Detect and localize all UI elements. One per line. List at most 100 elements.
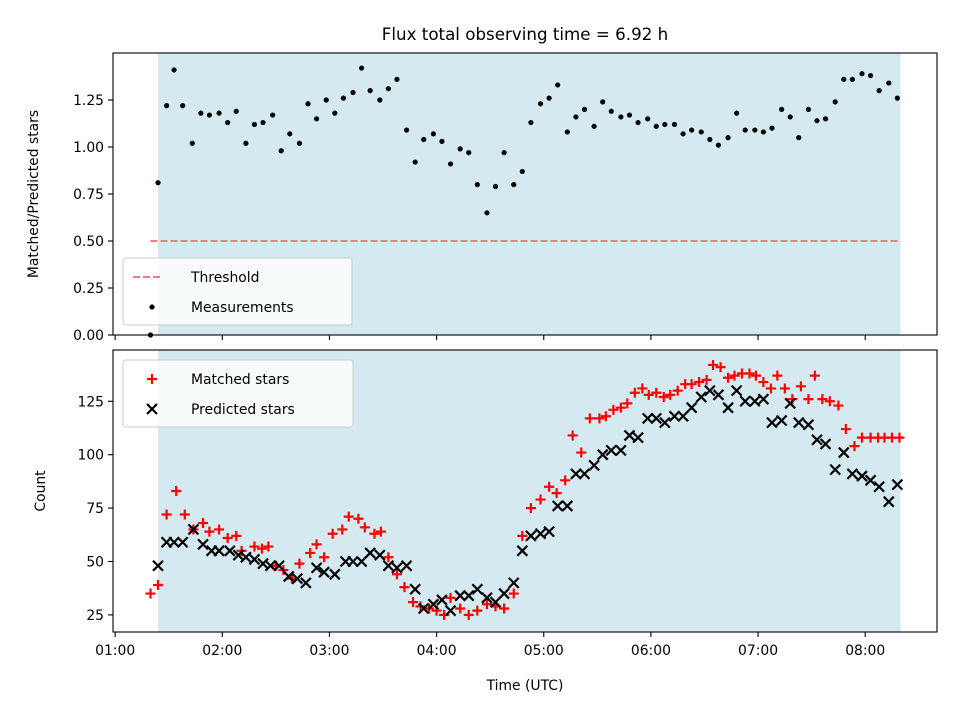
data-point — [769, 125, 775, 131]
data-point — [171, 67, 177, 73]
data-point — [445, 592, 456, 603]
data-point — [824, 396, 835, 407]
series-predicted-stars — [152, 384, 904, 617]
bottom-panel: 25 50 75 100 125 01:00 02:00 03:00 04:00 05:00 06:… — [33, 349, 938, 659]
data-point — [332, 110, 338, 116]
data-point — [671, 121, 678, 128]
y-tick-label: 75 — [86, 501, 104, 517]
data-point — [883, 495, 895, 508]
data-point — [409, 583, 421, 596]
data-point — [256, 543, 267, 554]
data-point — [659, 416, 671, 429]
y-tick-label: 0.00 — [73, 328, 104, 344]
data-point — [369, 528, 380, 539]
data-point — [296, 140, 303, 146]
data-point — [519, 168, 525, 175]
data-point — [472, 605, 483, 616]
data-point — [457, 146, 463, 152]
y-tick-label: 25 — [86, 608, 104, 624]
data-point — [474, 182, 480, 188]
data-point — [584, 413, 595, 424]
data-point — [641, 412, 654, 425]
data-point — [784, 397, 796, 410]
data-point — [543, 525, 555, 538]
data-point — [662, 121, 668, 128]
data-point — [145, 588, 156, 599]
data-point — [658, 392, 669, 402]
data-point — [498, 587, 510, 600]
data-point — [551, 500, 564, 512]
data-point — [525, 530, 537, 542]
data-point — [421, 136, 427, 143]
data-point — [849, 441, 860, 452]
data-point — [385, 86, 391, 92]
data-point — [214, 524, 225, 535]
data-point — [779, 106, 785, 112]
data-point — [750, 370, 761, 381]
data-point — [430, 131, 436, 137]
data-point — [233, 108, 239, 114]
data-point — [805, 106, 812, 112]
data-point — [319, 552, 330, 563]
data-point — [408, 597, 419, 608]
data-point — [300, 577, 312, 589]
data-point — [225, 119, 231, 126]
data-point — [394, 76, 400, 82]
data-point — [417, 602, 430, 615]
data-point — [305, 101, 311, 107]
data-point — [294, 558, 305, 569]
data-point — [594, 413, 605, 424]
data-point — [832, 99, 838, 105]
data-point — [623, 429, 636, 442]
series-measurements — [147, 65, 900, 338]
data-point — [534, 527, 547, 540]
x-tick-label: 05:00 — [524, 643, 564, 659]
axes-frame — [112, 349, 938, 633]
data-point — [206, 112, 213, 118]
data-point — [864, 474, 877, 487]
data-point — [248, 553, 261, 566]
data-point — [391, 569, 402, 580]
legend-label: Predicted stars — [191, 402, 295, 418]
data-point — [204, 526, 215, 537]
data-point — [291, 572, 304, 585]
data-point — [734, 110, 740, 116]
x-tick-label: 01:00 — [95, 643, 135, 659]
data-point — [725, 135, 731, 141]
data-point — [626, 112, 633, 118]
data-point — [243, 140, 249, 146]
data-point — [795, 381, 806, 392]
data-point — [665, 389, 676, 400]
data-point — [427, 598, 440, 611]
data-point — [708, 359, 719, 370]
data-point — [867, 72, 874, 79]
data-point — [729, 370, 740, 381]
data-point — [463, 609, 474, 620]
data-point — [444, 604, 457, 617]
data-point — [819, 438, 832, 450]
data-point — [632, 431, 644, 444]
data-point — [270, 112, 276, 118]
data-point — [153, 580, 164, 590]
legend-swatch — [147, 374, 157, 384]
data-point — [891, 478, 904, 491]
data-point — [305, 547, 316, 558]
data-point — [364, 547, 376, 559]
data-point — [499, 603, 510, 614]
data-point — [359, 522, 370, 533]
data-point — [643, 389, 654, 400]
data-point — [383, 552, 394, 563]
top-panel: 0.00 0.25 0.50 0.75 1.00 1.25 Matched/Predicte… — [26, 52, 938, 344]
data-point — [802, 418, 815, 431]
y-tick-label: 125 — [77, 394, 104, 410]
data-point — [213, 545, 225, 557]
data-point — [481, 592, 493, 604]
y-tick-label: 0.25 — [73, 281, 104, 297]
y-axis-label: Matched/Predicted stars — [26, 110, 42, 278]
data-point — [507, 577, 520, 589]
y-tick-label: 50 — [86, 555, 104, 571]
data-point — [622, 398, 633, 409]
data-point — [350, 89, 356, 96]
data-point — [377, 97, 383, 103]
data-point — [760, 129, 767, 135]
